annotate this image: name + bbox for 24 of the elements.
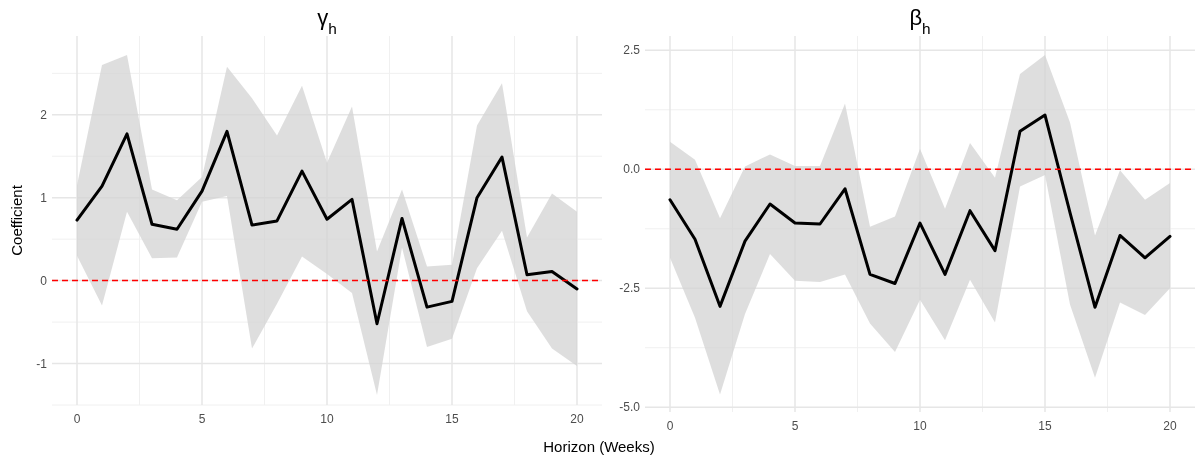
x-tick-label: 5 bbox=[198, 412, 206, 426]
x-tick-label: 0 bbox=[73, 412, 81, 426]
x-tick-label: 0 bbox=[666, 419, 674, 433]
y-tick-label: -2.5 bbox=[619, 281, 641, 296]
y-tick-label: 1 bbox=[40, 190, 48, 205]
x-tick-label: 15 bbox=[1038, 419, 1052, 433]
y-tick-label: 0 bbox=[40, 273, 48, 288]
chart-title: γ$_{h}$ bbox=[317, 5, 337, 37]
y-tick-label: 2.5 bbox=[623, 43, 641, 58]
y-axis-title: Coefficient bbox=[8, 184, 25, 256]
y-tick-label: -1 bbox=[36, 356, 48, 371]
x-tick-label: 20 bbox=[1163, 419, 1177, 433]
y-tick-label: 2 bbox=[40, 107, 48, 122]
line-series bbox=[668, 113, 1172, 309]
chart-title: β$_{h}$ bbox=[909, 5, 931, 37]
x-tick-label: 5 bbox=[791, 419, 799, 433]
x-tick-label: 10 bbox=[913, 419, 927, 433]
y-tick-label: -5.0 bbox=[619, 400, 641, 415]
x-axis-title: Horizon (Weeks) bbox=[543, 438, 655, 455]
x-tick-label: 10 bbox=[320, 412, 334, 426]
y-tick-label: 0.0 bbox=[623, 162, 641, 177]
x-tick-label: 20 bbox=[570, 412, 584, 426]
line-series bbox=[75, 129, 579, 326]
x-tick-label: 15 bbox=[445, 412, 459, 426]
